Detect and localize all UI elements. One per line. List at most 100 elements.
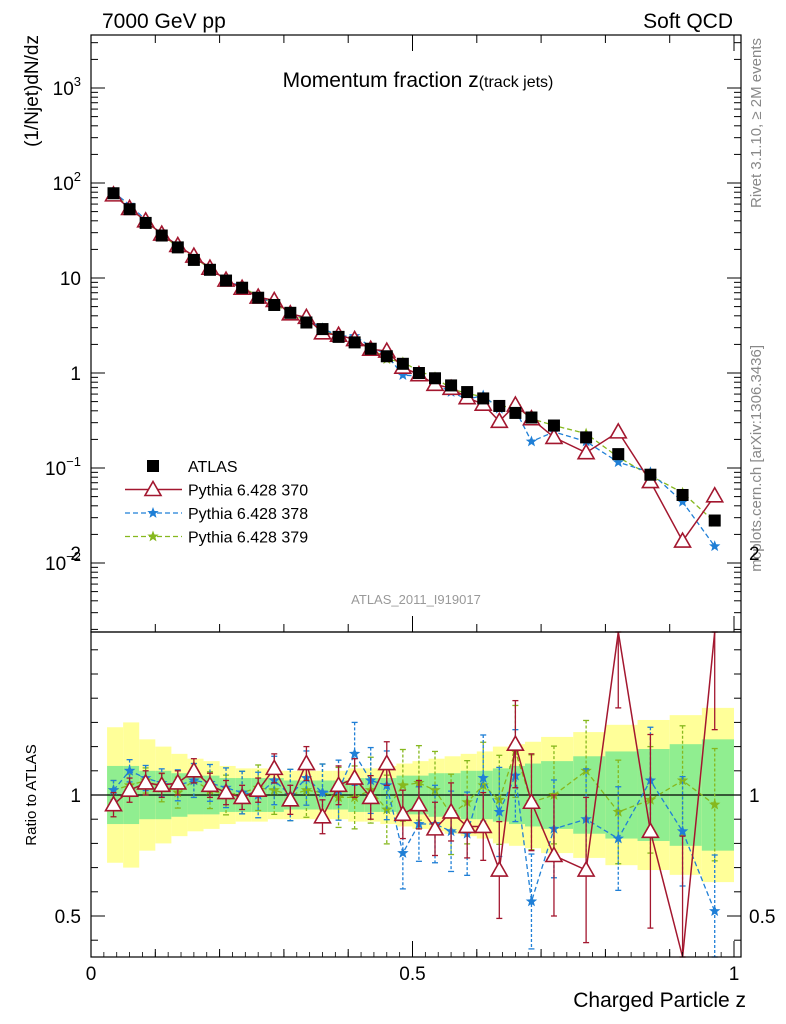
x-tick-label: 0.5 xyxy=(399,964,425,985)
ratio-ticks: 0.5 0.5 1 1 2 2 0 0.5 1 xyxy=(55,35,775,985)
data-point xyxy=(143,479,163,497)
legend-label-p378: Pythia 6.428 378 xyxy=(188,506,308,523)
main-y-tick-label: 103 xyxy=(53,74,81,100)
source-label: mcplots.cern.ch [arXiv:1306.3436] xyxy=(748,345,765,572)
data-point xyxy=(493,399,506,412)
data-point xyxy=(673,531,692,548)
ratio-series-p370 xyxy=(104,631,718,958)
data-point xyxy=(220,274,233,287)
ratio-y-tick-label-left: 0.5 xyxy=(55,907,81,928)
data-point xyxy=(297,753,316,771)
data-point xyxy=(397,369,409,380)
data-point xyxy=(393,804,413,822)
data-point xyxy=(284,306,297,319)
data-point xyxy=(477,392,490,405)
data-point xyxy=(232,787,252,805)
data-point xyxy=(425,819,445,836)
data-point xyxy=(676,825,689,837)
data-point xyxy=(489,860,509,877)
main-series xyxy=(104,185,725,552)
main-y-tick-label: 102 xyxy=(53,169,81,195)
data-point xyxy=(525,411,538,424)
data-point xyxy=(441,802,461,819)
data-point xyxy=(364,342,377,355)
ratio-y-axis-label: Ratio to ATLAS xyxy=(23,744,40,845)
data-point xyxy=(612,805,624,817)
data-point xyxy=(396,357,409,370)
x-axis-label: Charged Particle z xyxy=(573,989,746,1012)
data-point xyxy=(155,229,168,242)
data-point xyxy=(705,486,725,503)
data-point xyxy=(348,747,361,759)
data-point xyxy=(676,488,689,501)
data-point xyxy=(345,768,365,785)
ratio-y-tick-label-right: 1 xyxy=(749,786,760,807)
main-panel: 10−2 10−1 1 10 102 103 Momentum fraction z(tr… xyxy=(22,34,742,633)
data-point xyxy=(203,263,216,276)
data-point xyxy=(473,816,493,834)
data-point xyxy=(316,323,329,336)
data-point xyxy=(200,775,220,793)
data-point xyxy=(107,187,120,200)
data-point xyxy=(280,790,300,807)
watermark: ATLAS_2011_I919017 xyxy=(351,592,481,607)
data-point xyxy=(522,792,541,810)
data-point xyxy=(525,435,538,447)
data-point xyxy=(644,468,657,481)
data-point xyxy=(107,784,120,795)
data-point xyxy=(547,419,560,432)
data-point xyxy=(429,784,441,795)
data-point xyxy=(509,406,522,419)
data-point xyxy=(477,772,489,783)
data-point xyxy=(171,241,184,254)
ratio-y-tick-label-right: 0.5 xyxy=(749,907,775,928)
data-point xyxy=(676,774,689,786)
legend-label-p370: Pythia 6.428 370 xyxy=(188,483,308,500)
data-point xyxy=(612,456,624,468)
data-point xyxy=(380,350,393,363)
data-point xyxy=(397,779,409,791)
data-point xyxy=(264,758,284,776)
data-point xyxy=(493,805,505,817)
legend-label-p379: Pythia 6.428 379 xyxy=(188,530,308,547)
header-right: Soft QCD xyxy=(643,10,733,33)
data-point xyxy=(612,832,624,844)
data-point xyxy=(429,372,442,385)
data-point xyxy=(397,847,409,858)
data-point xyxy=(268,298,281,311)
data-point xyxy=(576,443,596,460)
ratio-y-tick-label-left: 1 xyxy=(70,786,81,807)
data-point xyxy=(216,782,236,800)
data-point xyxy=(525,895,538,907)
chart-title-sub: (track jets) xyxy=(479,74,554,91)
data-point xyxy=(708,514,721,527)
data-point xyxy=(268,784,280,795)
legend: ATLAS Pythia 6.428 370 Pythia 6.428 378 Pyt… xyxy=(125,459,308,547)
data-point xyxy=(248,780,268,797)
main-y-tick-label: 10−1 xyxy=(45,454,81,480)
data-point xyxy=(457,816,477,834)
data-point xyxy=(147,530,159,542)
data-point xyxy=(300,316,313,329)
data-point xyxy=(409,795,429,812)
data-point xyxy=(123,764,136,776)
main-y-tick-label: 10−2 xyxy=(45,549,81,575)
data-point xyxy=(676,495,689,507)
data-point xyxy=(120,780,139,797)
data-point xyxy=(576,860,596,877)
ratio-y-tick-label-left: 2 xyxy=(70,544,81,565)
data-point xyxy=(147,460,159,472)
data-point xyxy=(104,795,123,812)
data-point xyxy=(300,784,313,795)
main-y-axis-label: (1/Njet)dN/dz xyxy=(22,35,43,147)
data-point xyxy=(608,422,628,439)
data-point xyxy=(544,427,564,445)
data-point xyxy=(612,448,625,461)
data-point xyxy=(123,203,136,216)
data-point xyxy=(412,367,425,379)
data-point xyxy=(709,905,721,916)
chart-title: Momentum fraction z(track jets) xyxy=(283,69,554,92)
data-point xyxy=(332,330,345,343)
rivet-label: Rivet 3.1.10, ≥ 2M events xyxy=(748,38,765,208)
